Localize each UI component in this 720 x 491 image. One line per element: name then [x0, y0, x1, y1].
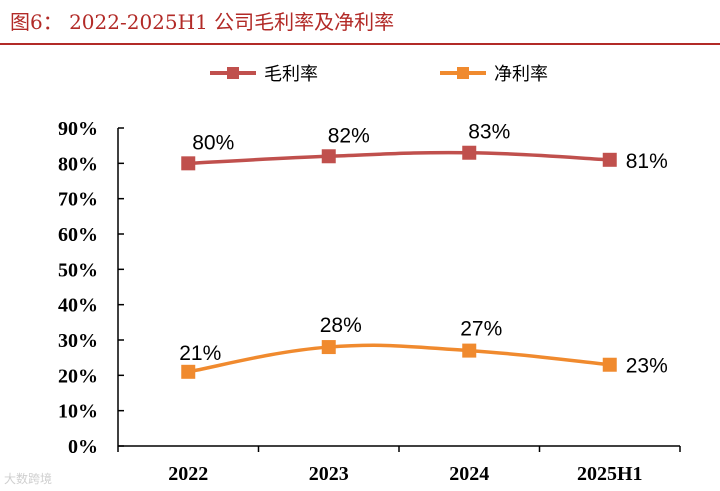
data-point [321, 149, 336, 164]
y-tick-label: 90% [58, 118, 98, 140]
y-tick-label: 10% [58, 401, 98, 423]
title-divider [0, 43, 720, 45]
legend-marker [457, 67, 469, 79]
series-group: 80% 82% 83% 81% 21% 28% 27% 23% [179, 121, 668, 379]
legend-label: 毛利率 [264, 64, 318, 85]
legend-item: 毛利率 [210, 64, 318, 85]
data-point [321, 340, 336, 355]
figure-title: 图6： 2022-2025H1 公司毛利率及净利率 [10, 10, 395, 34]
series-gross-margin: 80% 82% 83% 81% [181, 121, 668, 173]
y-tick-label: 40% [58, 295, 98, 317]
y-tick-label: 70% [58, 189, 98, 211]
data-label: 80% [192, 131, 234, 154]
legend-label: 净利率 [494, 64, 548, 85]
legend: 毛利率 净利率 [210, 64, 548, 85]
y-tick-label: 60% [58, 224, 98, 246]
data-label: 83% [468, 121, 510, 144]
x-tick-label: 2023 [309, 463, 349, 485]
watermark-logo: 大数跨境 [4, 472, 53, 486]
data-point [181, 364, 196, 379]
data-label: 21% [179, 342, 221, 365]
series-line [187, 343, 610, 374]
y-tick-label: 20% [58, 365, 98, 387]
legend-item: 净利率 [440, 64, 548, 85]
data-label: 81% [626, 150, 668, 173]
data-label: 27% [460, 318, 502, 341]
data-point [181, 156, 196, 171]
x-tick-label: 2022 [168, 463, 208, 485]
data-point [462, 343, 477, 358]
series-line [188, 150, 610, 166]
axes: 0% 10% 20% 30% 40% 50% 60% 70% 80% 90% 2022 2023 202… [58, 118, 681, 485]
series-net-margin: 21% 28% 27% 23% [179, 314, 668, 379]
data-label: 23% [626, 355, 668, 378]
data-label: 28% [320, 314, 362, 337]
y-tick-label: 0% [68, 436, 98, 458]
legend-marker [227, 67, 239, 79]
x-tick-label: 2025H1 [577, 463, 643, 485]
x-tick-label: 2024 [449, 463, 489, 485]
y-tick-label: 80% [58, 153, 98, 175]
data-label: 82% [328, 124, 370, 147]
data-point [602, 152, 617, 167]
data-point [602, 357, 617, 372]
data-point [462, 145, 477, 160]
y-tick-label: 50% [58, 259, 98, 281]
y-tick-label: 30% [58, 330, 98, 352]
